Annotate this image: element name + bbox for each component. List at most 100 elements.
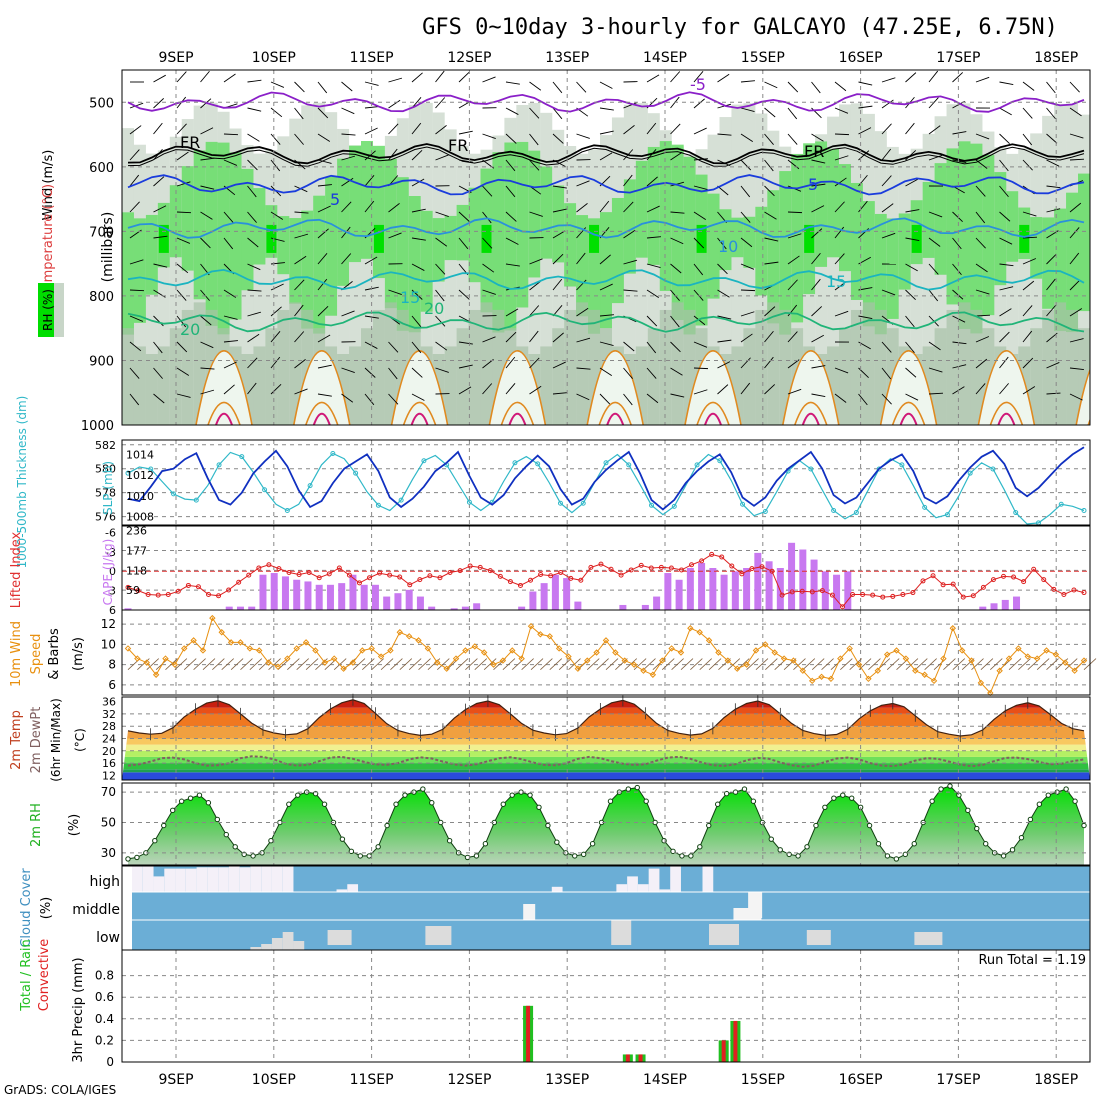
wind-barb [811, 334, 824, 343]
rh-point [429, 800, 435, 806]
li-point [920, 578, 926, 584]
rh-shade [731, 104, 744, 425]
wind-barb [740, 185, 751, 198]
wind10m-point [171, 661, 179, 668]
wind-barb [458, 289, 470, 300]
wind-barb [1046, 159, 1060, 167]
wind-barb [458, 211, 470, 222]
temperature-contour-30 [598, 401, 632, 425]
isotherm-label: 5 [330, 190, 340, 209]
wind-barb [670, 263, 682, 274]
wind-barb [576, 279, 587, 291]
rh-shade [456, 328, 469, 425]
cape-bar [281, 576, 289, 610]
slp-point [398, 497, 404, 503]
li-point [457, 568, 463, 574]
wind10m-point [415, 637, 422, 644]
wind-barb [999, 308, 1012, 317]
precip-convective-bar [526, 1005, 531, 1062]
wind-barb [435, 263, 446, 275]
rh-point [1081, 822, 1087, 829]
date-label-bottom: 15SEP [741, 1072, 785, 1088]
wind-barb [928, 211, 943, 218]
temperature-contour-30 [794, 401, 828, 425]
wind10m-barb [305, 658, 319, 670]
pressure-tick-label: 800 [89, 290, 114, 305]
wind-barb [764, 185, 775, 197]
rh-shade [659, 309, 672, 425]
rh-point [277, 819, 283, 826]
rh-point [840, 792, 846, 798]
cloud-bar [670, 866, 681, 892]
cape-bar [225, 606, 233, 610]
cloud-bar [196, 867, 208, 892]
rh-shade [540, 346, 553, 425]
wind10m-point [359, 647, 366, 654]
wind10m-barb [596, 658, 609, 670]
li-point [1041, 577, 1047, 583]
rh-point [420, 786, 426, 792]
wind-barb [623, 259, 638, 265]
wind-barb [388, 341, 399, 353]
wind10m-point [190, 637, 197, 644]
cloud-bar [132, 866, 143, 892]
cape-tick-label: 236 [126, 525, 147, 538]
wind-barb [693, 263, 704, 276]
li-point [668, 565, 674, 571]
wind-barb [482, 336, 496, 343]
slp-point [1013, 510, 1019, 516]
li-point [880, 594, 886, 600]
wind10m-point [883, 651, 891, 658]
wind-barb [200, 127, 214, 135]
temperature-contour-30 [696, 401, 730, 425]
li-point [638, 562, 644, 568]
precip-total-label: Total / Rain [19, 939, 34, 1012]
wind-barb [905, 178, 918, 187]
wind-barb [153, 367, 163, 379]
wind10m-point [771, 649, 778, 656]
isotherm-label: 5 [808, 175, 818, 194]
wind-barb [952, 211, 963, 222]
wind-barb [270, 283, 284, 291]
wind-barb [717, 361, 731, 369]
wind-barb [153, 122, 163, 135]
wind-barb [552, 332, 564, 343]
wind10m-point [227, 639, 235, 646]
wind-barb [623, 229, 636, 239]
pressure-tick-label: 500 [89, 96, 114, 111]
li-point [930, 573, 936, 579]
wind-barb [176, 151, 189, 161]
wind-barb [223, 237, 234, 250]
cape-bar [675, 579, 683, 610]
wind-barb [482, 289, 496, 295]
wind-barb [317, 133, 331, 142]
wind-barb [529, 357, 540, 369]
wind-barb [341, 201, 352, 213]
li-point [789, 589, 795, 595]
wind10m-point [396, 629, 404, 636]
wind-barb [693, 289, 704, 301]
wind10m-point [930, 677, 938, 685]
rh-shade [301, 210, 314, 329]
li-point [246, 572, 252, 578]
wind-barb [717, 237, 727, 250]
rh-point [634, 784, 640, 791]
cloud-chunk [611, 920, 632, 945]
rh-shade [731, 217, 744, 258]
wind-barb [787, 279, 798, 291]
rh-point [697, 844, 703, 850]
wind-barb [975, 211, 986, 224]
wind-barb [529, 133, 539, 146]
rh-shade [719, 117, 732, 425]
wind-barb [670, 315, 680, 328]
li-point [1061, 591, 1067, 597]
temp2m-tick-label: 24 [102, 733, 116, 746]
rh-point [554, 839, 560, 845]
wind10m-point [574, 665, 582, 672]
isotherm-label: 10 [718, 237, 738, 256]
precip-tick-label: 0.8 [95, 969, 114, 983]
wind10m-point [668, 645, 675, 652]
li-point [699, 558, 705, 564]
wind10m-point [893, 647, 900, 654]
wind-barb [1069, 133, 1084, 139]
